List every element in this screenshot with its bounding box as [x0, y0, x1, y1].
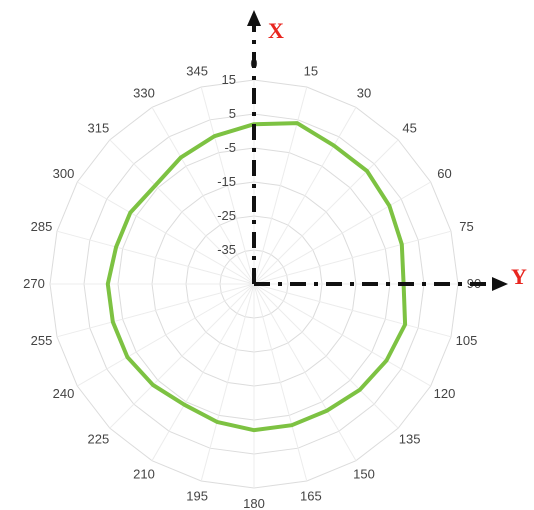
angle-tick-label: 165 — [300, 489, 322, 504]
angle-tick-label: 345 — [186, 64, 208, 79]
grid-spoke — [77, 283, 255, 387]
grid-spoke — [253, 283, 399, 429]
spokes — [50, 80, 458, 488]
grid-spoke — [200, 283, 255, 482]
angle-tick-label: 45 — [402, 120, 416, 135]
angle-tick-label: 225 — [88, 432, 110, 447]
y-axis-label: Y — [511, 264, 527, 289]
grid-spoke — [253, 107, 357, 285]
grid-spoke — [253, 86, 308, 285]
radial-tick-label: 15 — [222, 72, 236, 87]
grid-spoke — [109, 283, 255, 429]
x-axis-label: X — [268, 18, 284, 43]
angle-tick-label: 150 — [353, 467, 375, 482]
grid-spoke — [253, 283, 308, 482]
radial-tick-label: 5 — [229, 106, 236, 121]
angle-tick-label: 315 — [88, 120, 110, 135]
angle-tick-label: 60 — [437, 166, 451, 181]
angle-tick-label: 105 — [456, 333, 478, 348]
grid-spoke — [56, 283, 255, 338]
angle-tick-label: 255 — [31, 333, 53, 348]
grid-spoke — [253, 283, 452, 338]
radial-tick-label: -25 — [217, 208, 236, 223]
y-axis-arrow-icon — [492, 277, 508, 291]
angle-tick-label: 135 — [399, 432, 421, 447]
angle-tick-label: 195 — [186, 489, 208, 504]
angle-tick-label: 15 — [304, 64, 318, 79]
angle-tick-label: 180 — [243, 496, 265, 510]
angle-tick-label: 30 — [357, 86, 371, 101]
grid-spoke — [151, 107, 255, 285]
angle-tick-label: 240 — [53, 386, 75, 401]
radial-tick-label: -35 — [217, 242, 236, 257]
direction-axes: X Y — [247, 10, 527, 291]
angle-tick-label: 75 — [459, 219, 473, 234]
radial-tick-label: -5 — [224, 140, 236, 155]
grid-spoke — [77, 181, 255, 285]
angle-tick-label: 330 — [133, 86, 155, 101]
grid-spoke — [109, 139, 255, 285]
grid-spoke — [151, 283, 255, 461]
grid-spoke — [200, 86, 255, 285]
grid-spoke — [253, 139, 399, 285]
grid-spoke — [253, 283, 357, 461]
angle-tick-label: 270 — [23, 276, 45, 291]
grid-spoke — [56, 230, 255, 285]
grid-spoke — [253, 283, 431, 387]
grid-spoke — [253, 230, 452, 285]
radial-tick-label: -15 — [217, 174, 236, 189]
angle-tick-label: 300 — [53, 166, 75, 181]
radial-labels: -35 -25 -15 -5 5 15 — [217, 72, 236, 257]
angle-tick-label: 120 — [434, 386, 456, 401]
angle-tick-label: 285 — [31, 219, 53, 234]
angle-tick-label: 210 — [133, 467, 155, 482]
x-axis-arrow-icon — [247, 10, 261, 26]
grid-spoke — [253, 181, 431, 285]
